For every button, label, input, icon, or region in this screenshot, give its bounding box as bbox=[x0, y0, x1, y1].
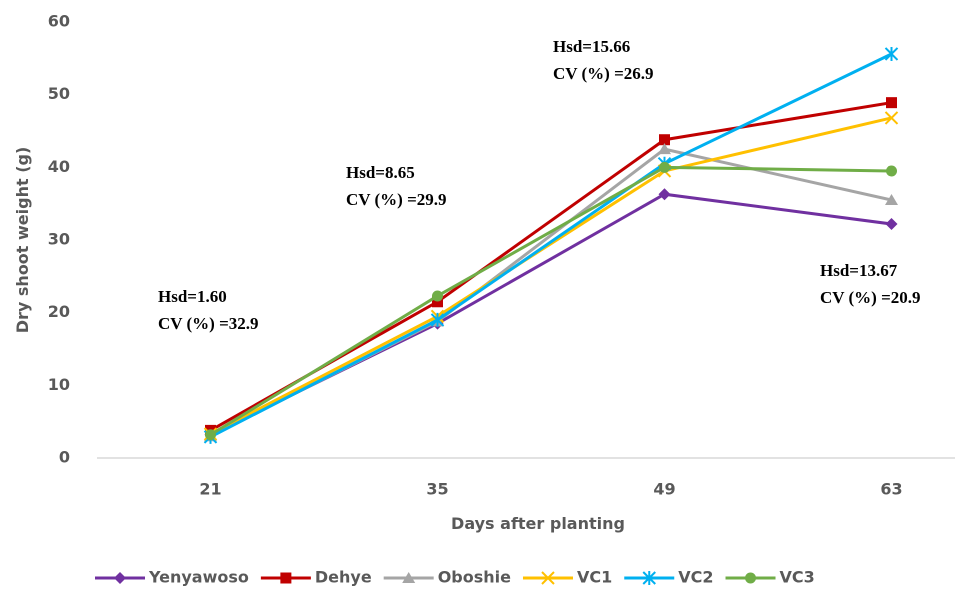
marker bbox=[886, 97, 897, 109]
annotation: CV (%) =32.9 bbox=[158, 314, 259, 333]
marker bbox=[885, 218, 898, 231]
series-line bbox=[209, 116, 892, 436]
legend-label: VC1 bbox=[577, 568, 612, 587]
marker bbox=[541, 571, 555, 585]
legend-label: VC3 bbox=[780, 568, 815, 587]
marker bbox=[884, 46, 899, 61]
marker bbox=[745, 572, 757, 584]
annotation: Hsd=13.67 bbox=[820, 261, 898, 280]
marker bbox=[642, 571, 656, 585]
annotation: CV (%) =20.9 bbox=[820, 288, 921, 307]
marker bbox=[280, 572, 292, 584]
legend-label: VC2 bbox=[678, 568, 713, 587]
legend-label: Dehye bbox=[315, 568, 372, 587]
y-tick-label: 10 bbox=[48, 375, 70, 394]
marker bbox=[432, 290, 443, 302]
marker bbox=[658, 143, 671, 155]
y-tick-label: 40 bbox=[48, 157, 70, 176]
marker bbox=[430, 312, 445, 327]
legend-label: Oboshie bbox=[438, 568, 511, 587]
marker bbox=[885, 194, 898, 206]
x-axis-title: Days after planting bbox=[451, 514, 625, 533]
annotation: Hsd=8.65 bbox=[346, 163, 415, 182]
marker bbox=[205, 429, 216, 441]
marker bbox=[659, 161, 670, 173]
legend-item: Yenyawoso bbox=[95, 568, 249, 587]
annotation: Hsd=15.66 bbox=[553, 37, 630, 56]
legend-item: VC3 bbox=[725, 568, 815, 587]
series-line bbox=[209, 165, 892, 437]
annotation: CV (%) =29.9 bbox=[346, 190, 447, 209]
annotation: CV (%) =26.9 bbox=[553, 64, 654, 83]
marker bbox=[886, 165, 897, 177]
y-tick-label: 0 bbox=[59, 448, 70, 467]
marker bbox=[114, 572, 126, 584]
marker bbox=[659, 134, 670, 146]
y-tick-label: 50 bbox=[48, 84, 70, 103]
y-tick-label: 60 bbox=[48, 12, 70, 31]
x-tick-label: 35 bbox=[426, 480, 448, 499]
y-axis-title: Dry shoot weight (g) bbox=[13, 147, 32, 334]
marker bbox=[658, 188, 671, 201]
marker bbox=[402, 572, 416, 583]
x-tick-label: 63 bbox=[880, 480, 902, 499]
x-tick-label: 21 bbox=[199, 480, 221, 499]
marker bbox=[432, 296, 443, 308]
legend-item: VC2 bbox=[624, 568, 714, 587]
series-line bbox=[209, 52, 893, 439]
legend-item: VC1 bbox=[522, 568, 612, 587]
y-tick-label: 30 bbox=[48, 230, 70, 249]
y-tick-label: 20 bbox=[48, 302, 70, 321]
annotation: Hsd=1.60 bbox=[158, 287, 227, 306]
series-line bbox=[209, 147, 892, 438]
x-tick-label: 49 bbox=[653, 480, 675, 499]
legend-label: Yenyawoso bbox=[148, 568, 249, 587]
legend-item: Dehye bbox=[260, 568, 372, 587]
legend-item: Oboshie bbox=[383, 568, 511, 587]
marker bbox=[884, 111, 899, 125]
